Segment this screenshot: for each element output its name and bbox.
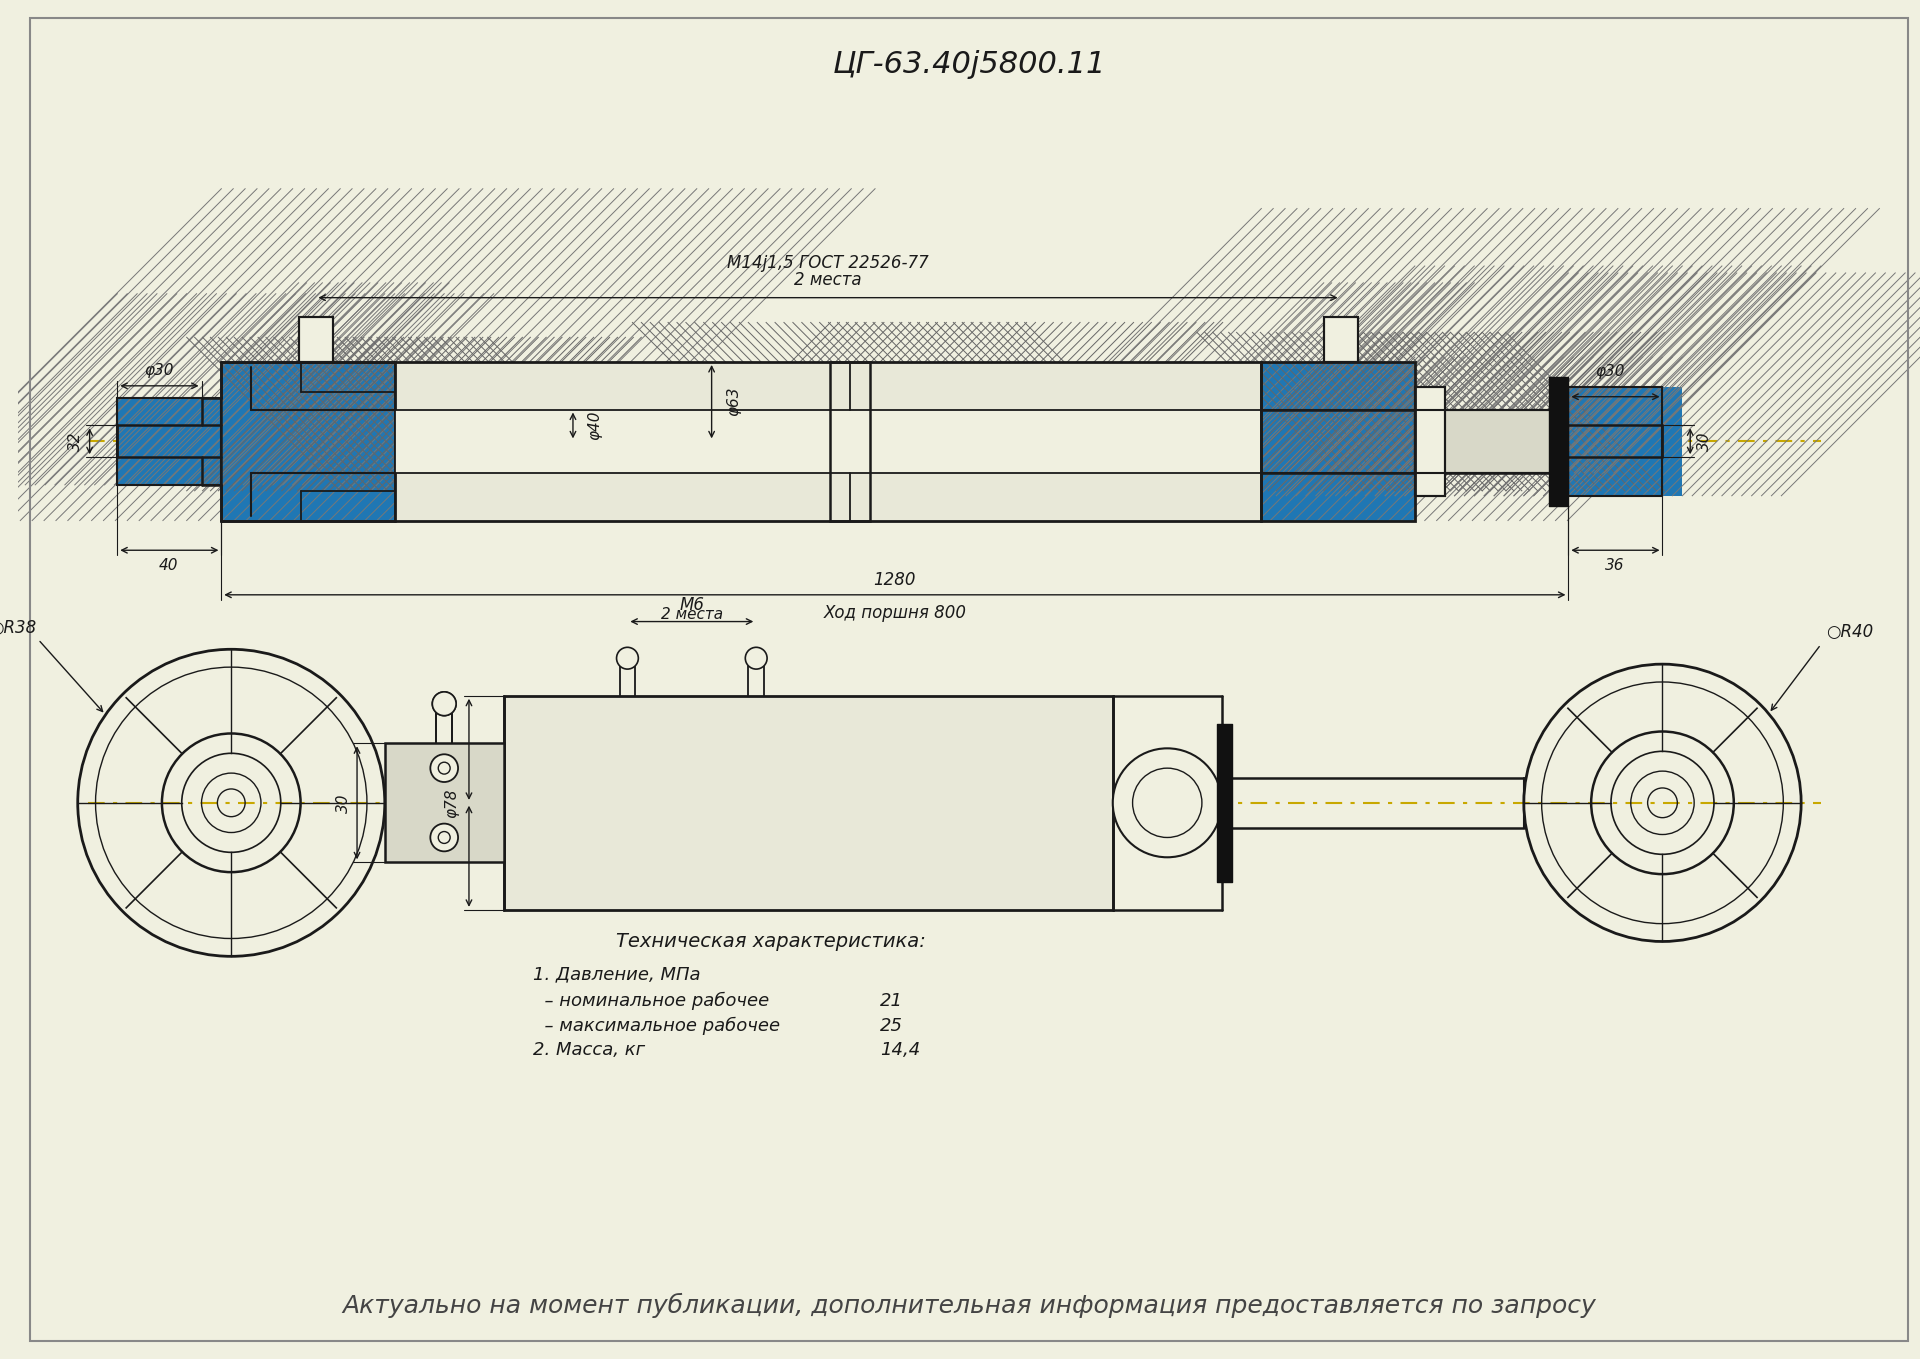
Text: φ30: φ30: [144, 363, 173, 378]
Bar: [1415, 387, 1444, 496]
Bar: [384, 743, 503, 862]
Bar: [831, 361, 870, 520]
Text: 1280: 1280: [874, 571, 916, 588]
Circle shape: [745, 647, 768, 669]
Bar: [1569, 387, 1682, 496]
Bar: [1415, 387, 1444, 496]
Bar: [831, 361, 870, 520]
Text: φ78: φ78: [445, 788, 459, 818]
Text: 2 места: 2 места: [660, 606, 724, 621]
Bar: [1356, 391, 1415, 491]
Bar: [396, 361, 1261, 520]
Bar: [117, 398, 221, 485]
Text: ○R40: ○R40: [1826, 624, 1874, 641]
Bar: [1569, 387, 1663, 496]
Text: 36: 36: [1605, 557, 1624, 572]
Circle shape: [616, 647, 637, 669]
Bar: [300, 318, 334, 361]
Text: 40: 40: [159, 557, 179, 572]
Text: ○R38: ○R38: [0, 618, 36, 636]
Bar: [221, 361, 396, 520]
Text: ЦГ-63.40ј5800.11: ЦГ-63.40ј5800.11: [833, 50, 1106, 79]
Circle shape: [430, 754, 459, 781]
Circle shape: [1114, 749, 1221, 858]
Circle shape: [430, 824, 459, 851]
Text: – номинальное рабочее: – номинальное рабочее: [534, 992, 770, 1010]
Text: М6: М6: [680, 595, 705, 614]
Text: φ40: φ40: [588, 410, 603, 440]
Circle shape: [432, 692, 457, 716]
Text: 25: 25: [879, 1017, 902, 1034]
Text: 30: 30: [336, 794, 351, 813]
Bar: [1261, 361, 1415, 520]
Text: 32: 32: [69, 432, 83, 451]
Bar: [117, 398, 221, 485]
Text: 1. Давление, МПа: 1. Давление, МПа: [534, 965, 701, 983]
Bar: [1261, 361, 1415, 520]
Bar: [221, 361, 396, 520]
Text: 21: 21: [879, 992, 902, 1010]
Bar: [1415, 409, 1559, 473]
Bar: [1323, 318, 1359, 361]
Text: – максимальное рабочее: – максимальное рабочее: [534, 1017, 780, 1034]
Text: φ30: φ30: [1596, 364, 1624, 379]
Bar: [503, 696, 1114, 909]
Bar: [1323, 318, 1359, 361]
Bar: [1323, 318, 1359, 361]
Text: 2. Масса, кг: 2. Масса, кг: [534, 1041, 645, 1060]
Text: φ63: φ63: [726, 387, 741, 416]
Text: Актуально на момент публикации, дополнительная информация предоставляется по зап: Актуально на момент публикации, дополнит…: [342, 1292, 1596, 1318]
Text: 30: 30: [1697, 432, 1711, 451]
Text: М14ј1,5 ГОСТ 22526-77: М14ј1,5 ГОСТ 22526-77: [726, 254, 929, 272]
Bar: [300, 318, 334, 361]
Bar: [396, 409, 1261, 473]
Text: Ход поршня 800: Ход поршня 800: [824, 603, 966, 621]
Text: 2 места: 2 места: [793, 270, 862, 289]
Bar: [340, 391, 396, 491]
Bar: [1415, 409, 1559, 473]
Bar: [1415, 387, 1444, 496]
Text: Техническая характеристика:: Техническая характеристика:: [616, 932, 925, 951]
Bar: [300, 318, 334, 361]
Text: 14,4: 14,4: [879, 1041, 920, 1060]
Bar: [1415, 409, 1559, 473]
Circle shape: [432, 692, 457, 716]
